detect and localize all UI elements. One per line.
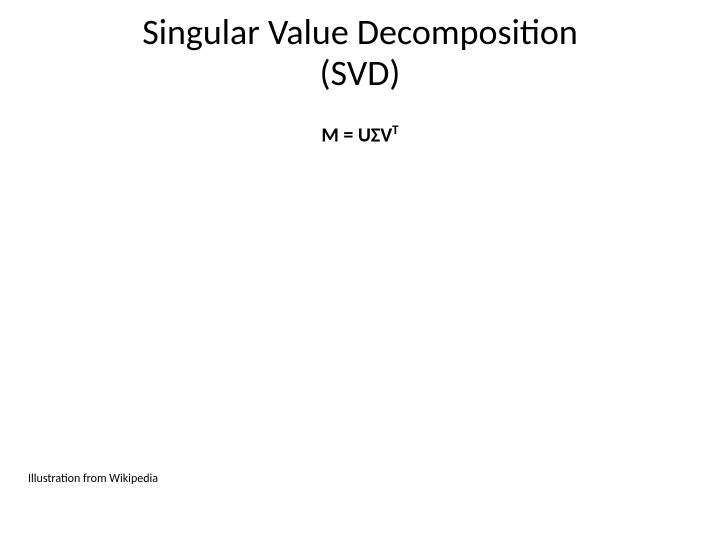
slide-title: Singular Value Decomposition (SVD) (0, 0, 720, 95)
title-line-2: (SVD) (320, 51, 401, 95)
formula-base: M = UΣV (321, 123, 392, 147)
slide-container: Singular Value Decomposition (SVD) M = U… (0, 0, 720, 540)
formula-superscript: T (392, 123, 398, 138)
svd-formula: M = UΣVT (0, 123, 720, 148)
title-line-1: Singular Value Decomposition (142, 10, 578, 54)
illustration-caption: Illustration from Wikipedia (28, 472, 158, 486)
